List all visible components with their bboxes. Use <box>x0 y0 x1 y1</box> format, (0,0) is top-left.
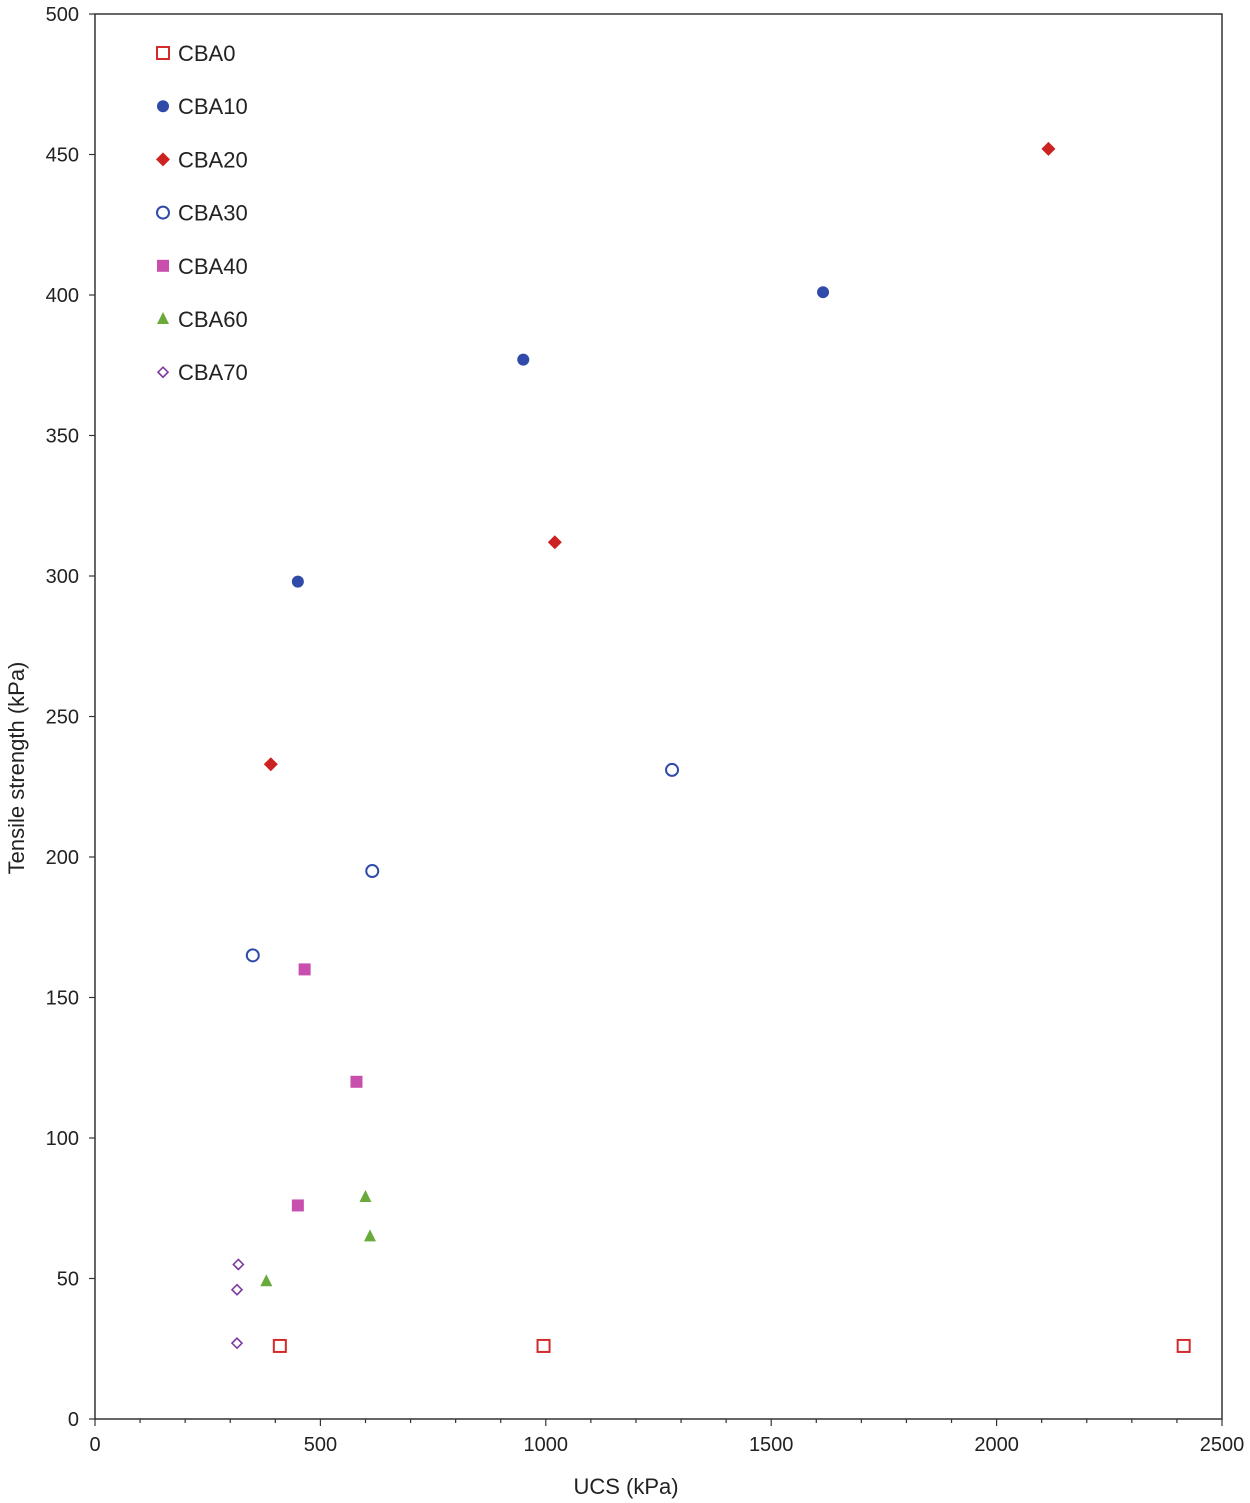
cba60-point <box>363 1229 376 1242</box>
legend-label-cba10: CBA10 <box>178 94 248 119</box>
cba60-point <box>260 1274 273 1287</box>
cba0-point <box>536 1338 551 1353</box>
cba10-point <box>517 353 530 366</box>
x-tick-label: 500 <box>304 1434 337 1456</box>
legend-label-cba40: CBA40 <box>178 254 248 279</box>
legend-label-cba30: CBA30 <box>178 201 248 226</box>
cba20-point <box>263 757 278 772</box>
y-tick-label: 500 <box>46 4 79 26</box>
cba40-point <box>350 1075 363 1088</box>
cba30-point <box>665 762 680 777</box>
plot-frame <box>94 13 1223 1420</box>
y-tick-label: 150 <box>46 988 79 1010</box>
x-axis-title: UCS (kPa) <box>573 1474 678 1499</box>
cba20-point <box>547 535 562 550</box>
x-tick-label: 1000 <box>524 1434 569 1456</box>
y-axis-title: Tensile strength (kPa) <box>4 662 29 875</box>
legend-marker-cba40 <box>157 259 169 272</box>
legend-marker-cba20 <box>156 152 170 167</box>
legend-marker-cba10 <box>157 100 169 113</box>
legend-marker-cba30 <box>156 205 170 220</box>
cba20-point <box>1041 141 1056 156</box>
x-tick-label: 2000 <box>974 1434 1019 1456</box>
cba0-point <box>272 1338 287 1353</box>
ticks: 0 500 1000 1500 2000 2500 0 50 100 150 200 250 300 35… <box>46 4 1245 1456</box>
cba30-point <box>245 948 260 963</box>
legend-marker-cba70 <box>156 366 170 379</box>
cba70-point <box>230 1283 244 1296</box>
cba30-point <box>365 864 380 879</box>
y-tick-label: 450 <box>46 145 79 167</box>
legend-marker-cba60 <box>157 312 169 324</box>
legend-label-cba0: CBA0 <box>178 41 235 66</box>
x-tick-label: 2500 <box>1200 1434 1245 1456</box>
axes <box>94 13 1223 1420</box>
y-tick-label: 200 <box>46 847 79 869</box>
y-tick-label: 50 <box>57 1269 79 1291</box>
cba0-point <box>1176 1338 1191 1353</box>
x-tick-label: 0 <box>89 1434 100 1456</box>
y-tick-label: 100 <box>46 1128 79 1150</box>
y-tick-label: 350 <box>46 426 79 448</box>
legend-label-cba20: CBA20 <box>178 147 248 172</box>
legend: CBA0 CBA10 CBA20 CBA30 CBA40 CBA60 CBA70 <box>156 41 248 385</box>
cba40-point <box>298 963 311 976</box>
x-tick-label: 1500 <box>749 1434 794 1456</box>
cba10-point <box>291 575 304 588</box>
cba40-point <box>291 1199 304 1212</box>
legend-label-cba60: CBA60 <box>178 307 248 332</box>
y-tick-label: 400 <box>46 285 79 307</box>
cba60-point <box>359 1190 372 1203</box>
cba70-point <box>232 1258 245 1271</box>
y-tick-label: 300 <box>46 566 79 588</box>
legend-label-cba70: CBA70 <box>178 360 248 385</box>
cba10-point <box>817 286 830 299</box>
data-points <box>230 141 1191 1353</box>
cba70-point <box>230 1336 244 1350</box>
legend-marker-cba0 <box>156 46 170 60</box>
y-tick-label: 0 <box>68 1409 79 1431</box>
y-tick-label: 250 <box>46 707 79 729</box>
